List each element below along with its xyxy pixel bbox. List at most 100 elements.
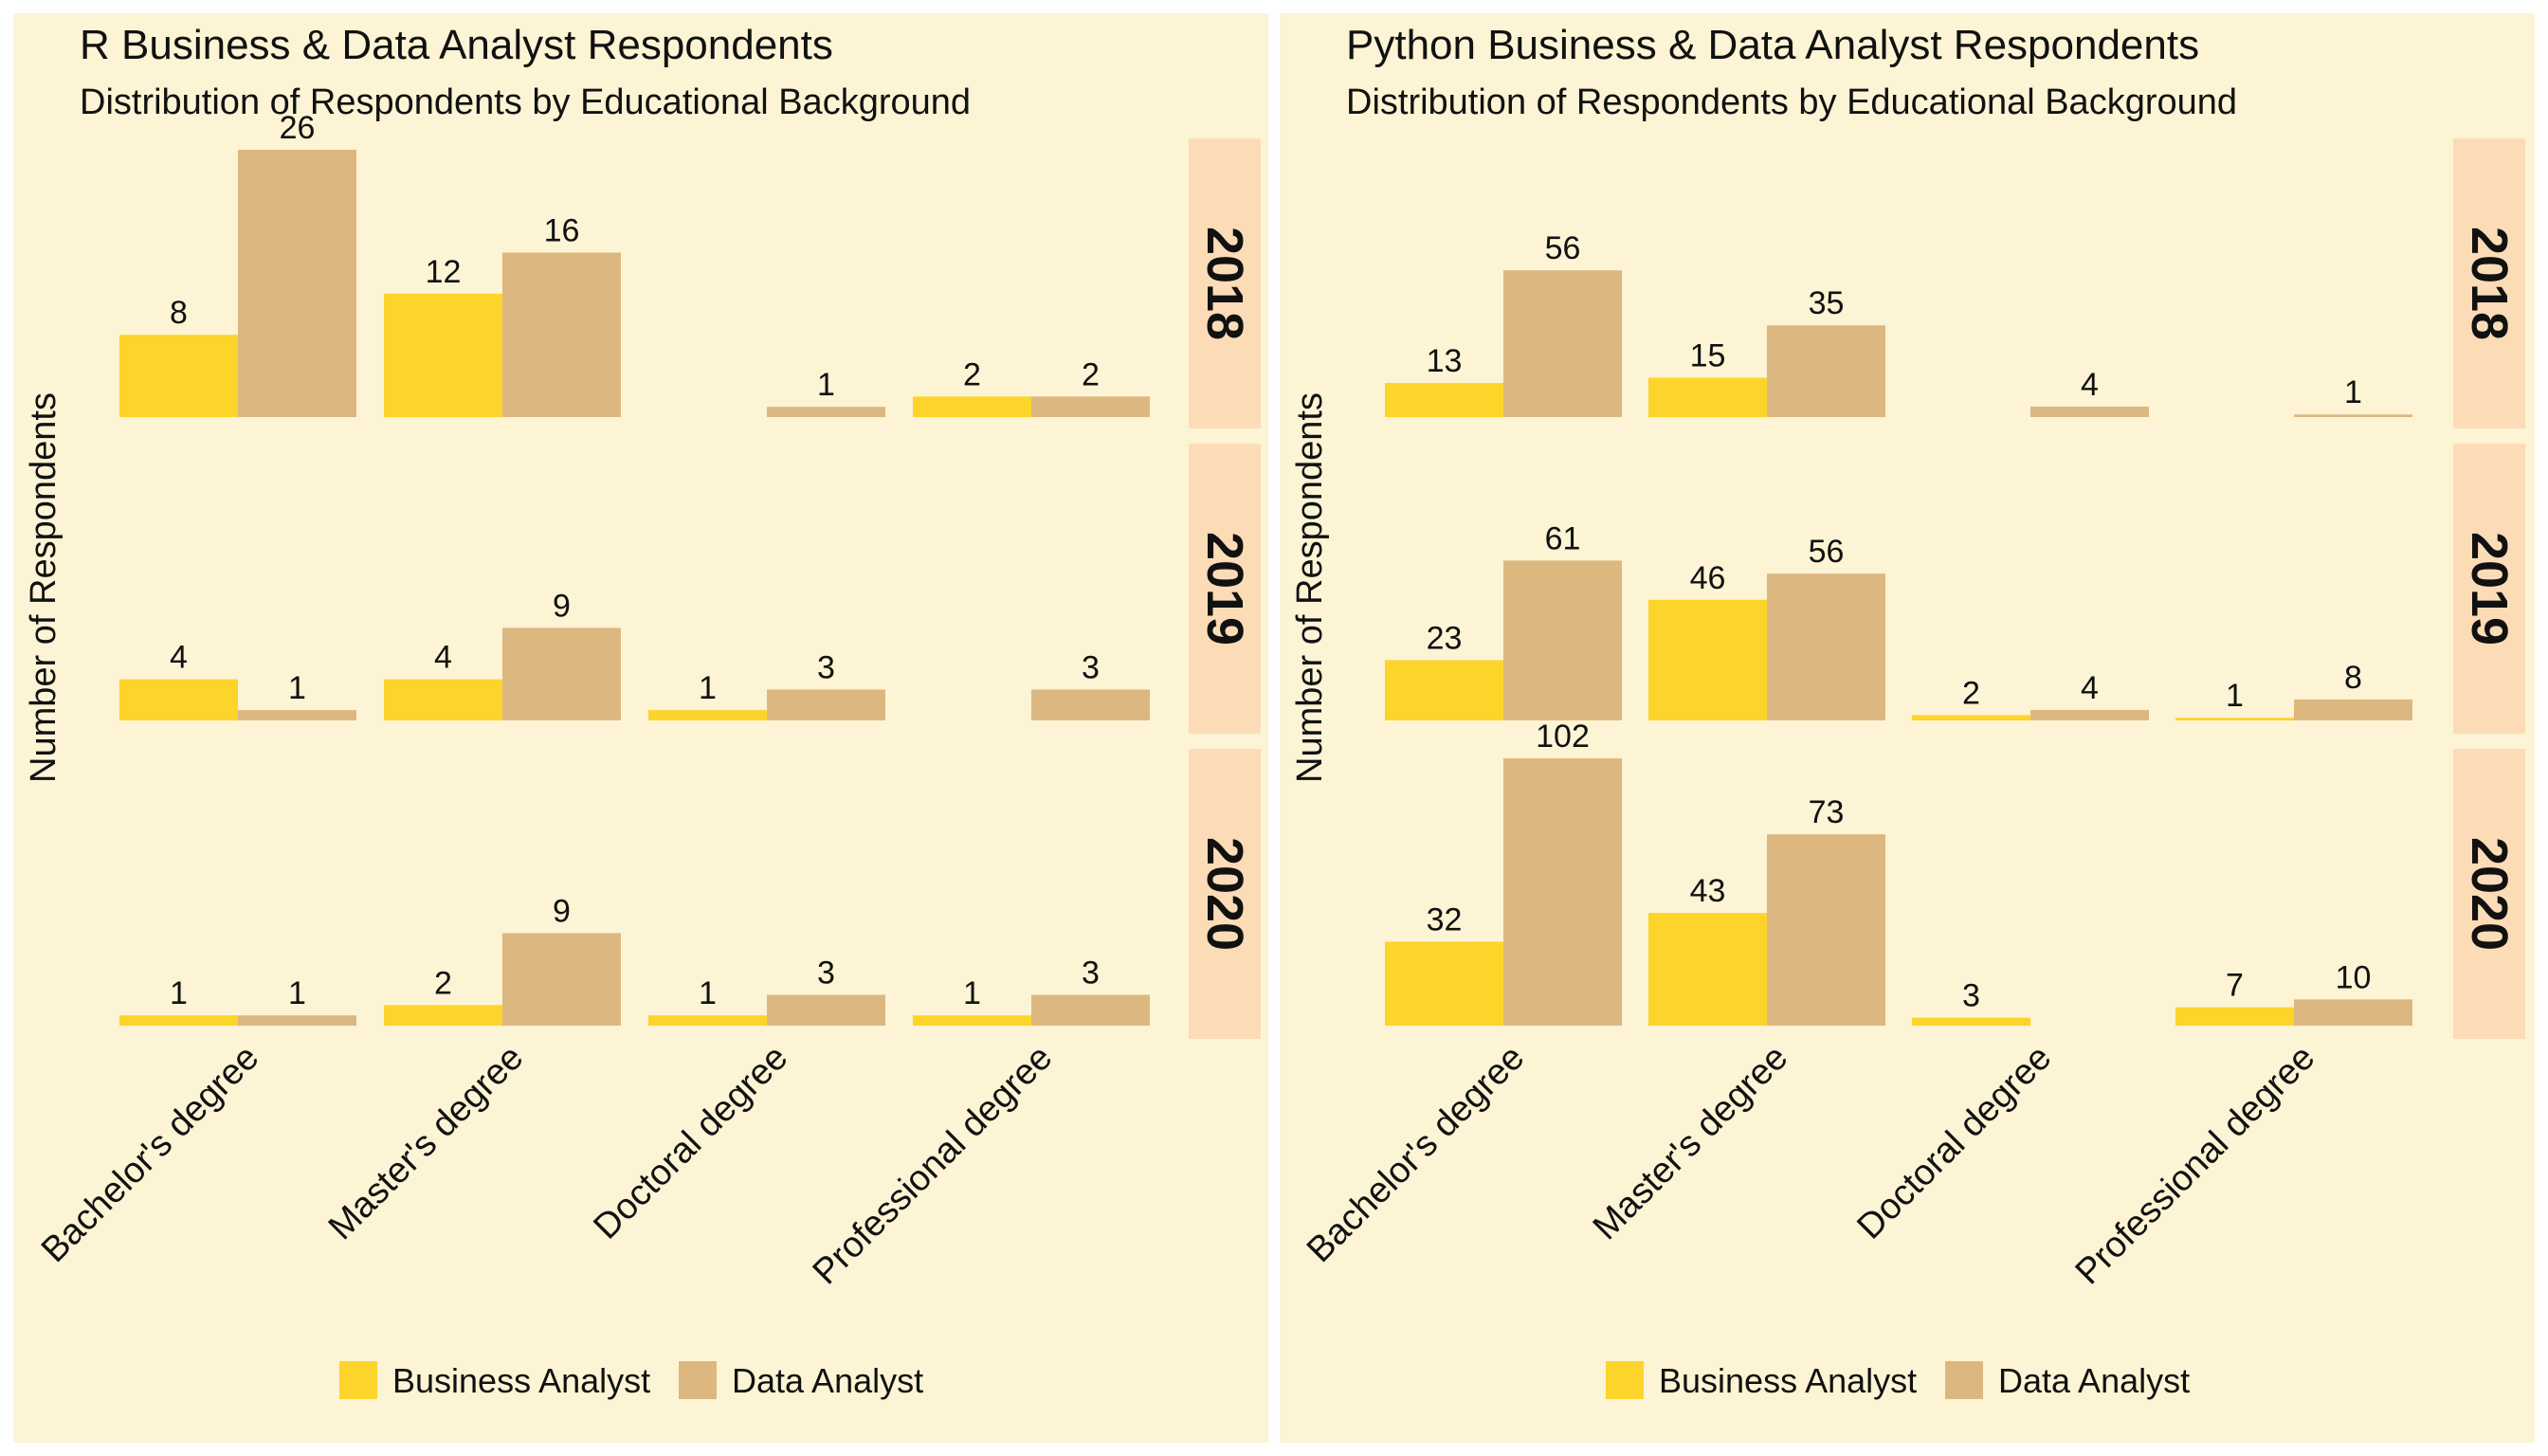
data-label-2018-professional-degree-data-analyst: 2 — [1082, 356, 1100, 392]
data-label-2019-bachelor-s-degree-business-analyst: 23 — [1427, 620, 1463, 656]
bar-2018-doctoral-degree-data-analyst — [767, 407, 885, 417]
bar-2020-professional-degree-business-analyst — [913, 1015, 1031, 1026]
facet-strip-2019 — [1189, 444, 1261, 734]
data-label-2020-bachelor-s-degree-business-analyst: 1 — [170, 975, 188, 1011]
legend-swatch-business-analyst — [1606, 1361, 1644, 1399]
data-label-2019-bachelor-s-degree-data-analyst: 61 — [1545, 520, 1581, 556]
data-label-2020-bachelor-s-degree-data-analyst: 102 — [1536, 719, 1590, 755]
data-label-2020-bachelor-s-degree-data-analyst: 1 — [288, 975, 306, 1011]
data-label-2020-doctoral-degree-business-analyst: 3 — [1962, 978, 1980, 1014]
data-label-2020-professional-degree-business-analyst: 1 — [963, 975, 981, 1011]
data-label-2018-bachelor-s-degree-business-analyst: 8 — [170, 295, 188, 331]
data-label-2020-doctoral-degree-data-analyst: 3 — [817, 955, 835, 991]
python-chart: Python Business & Data Analyst Responden… — [1290, 22, 2525, 1400]
data-label-2019-professional-degree-data-analyst: 8 — [2344, 660, 2362, 696]
bar-2019-doctoral-degree-data-analyst — [767, 689, 885, 720]
data-label-2018-professional-degree-data-analyst: 1 — [2344, 374, 2362, 410]
bar-2020-doctoral-degree-business-analyst — [648, 1015, 767, 1026]
bar-2018-bachelor-s-degree-business-analyst — [1385, 383, 1503, 417]
bar-2020-master-s-degree-business-analyst — [1648, 913, 1767, 1026]
python-chart-panel — [1280, 13, 2535, 1443]
bar-2019-bachelor-s-degree-data-analyst — [1503, 560, 1622, 720]
data-label-2020-professional-degree-data-analyst: 10 — [2336, 959, 2372, 995]
facet-label-2020: 2020 — [1196, 837, 1253, 951]
data-label-2018-bachelor-s-degree-business-analyst: 13 — [1427, 343, 1463, 379]
data-label-2019-doctoral-degree-data-analyst: 3 — [817, 649, 835, 685]
bar-2020-bachelor-s-degree-business-analyst — [119, 1015, 238, 1026]
bar-2019-doctoral-degree-business-analyst — [1912, 715, 2030, 720]
bar-2020-professional-degree-data-analyst — [2294, 999, 2412, 1026]
r-chart-panel — [13, 13, 1268, 1443]
bar-2019-doctoral-degree-business-analyst — [648, 710, 767, 720]
bar-2019-doctoral-degree-data-analyst — [2030, 709, 2149, 720]
bar-2018-professional-degree-business-analyst — [913, 396, 1031, 417]
x-tick-label-master-s-degree: Master's degree — [321, 1038, 532, 1248]
data-label-2018-bachelor-s-degree-data-analyst: 26 — [280, 110, 316, 146]
bar-2020-master-s-degree-business-analyst — [384, 1005, 502, 1026]
facet-label-2019: 2019 — [1196, 532, 1253, 646]
data-label-2019-master-s-degree-business-analyst: 46 — [1690, 560, 1726, 596]
x-tick-label-doctoral-degree: Doctoral degree — [586, 1038, 795, 1247]
bar-2019-professional-degree-business-analyst — [2175, 718, 2294, 720]
data-label-2018-master-s-degree-data-analyst: 16 — [544, 212, 580, 248]
bar-2020-bachelor-s-degree-data-analyst — [1503, 758, 1622, 1026]
bar-2020-doctoral-degree-data-analyst — [767, 994, 885, 1026]
x-tick-label-doctoral-degree: Doctoral degree — [1849, 1038, 2059, 1247]
facet-label-2018: 2018 — [2461, 227, 2518, 340]
facet-label-2020: 2020 — [2461, 837, 2518, 951]
bar-2019-professional-degree-data-analyst — [2294, 699, 2412, 720]
bar-2018-doctoral-degree-data-analyst — [2030, 406, 2149, 417]
x-tick-label-bachelor-s-degree: Bachelor's degree — [1300, 1038, 1532, 1270]
x-tick-label-bachelor-s-degree: Bachelor's degree — [34, 1038, 266, 1270]
data-label-2020-professional-degree-data-analyst: 3 — [1082, 955, 1100, 991]
chart-title: Python Business & Data Analyst Responden… — [1346, 22, 2199, 68]
data-label-2018-master-s-degree-data-analyst: 35 — [1809, 285, 1845, 321]
data-label-2020-bachelor-s-degree-business-analyst: 32 — [1427, 902, 1463, 938]
data-label-2019-doctoral-degree-business-analyst: 1 — [699, 670, 717, 706]
bar-2018-bachelor-s-degree-data-analyst — [238, 150, 356, 417]
facet-strip-2019 — [2453, 444, 2525, 734]
x-tick-label-professional-degree: Professional degree — [806, 1038, 1061, 1293]
data-label-2020-master-s-degree-business-analyst: 43 — [1690, 873, 1726, 909]
facet-strip-2018 — [1189, 138, 1261, 428]
bar-2018-master-s-degree-business-analyst — [1648, 377, 1767, 417]
facet-label-2018: 2018 — [1196, 227, 1253, 340]
bar-2020-professional-degree-data-analyst — [1031, 994, 1150, 1026]
legend-label-data-analyst: Data Analyst — [1998, 1361, 2190, 1400]
facet-label-2019: 2019 — [2461, 532, 2518, 646]
bar-2019-master-s-degree-business-analyst — [1648, 599, 1767, 720]
data-label-2020-master-s-degree-business-analyst: 2 — [434, 965, 452, 1001]
chart-title: R Business & Data Analyst Respondents — [80, 22, 833, 68]
data-label-2019-master-s-degree-data-analyst: 56 — [1809, 534, 1845, 570]
bar-2018-bachelor-s-degree-data-analyst — [1503, 270, 1622, 417]
bar-2020-doctoral-degree-business-analyst — [1912, 1017, 2030, 1026]
facet-strip-2018 — [2453, 138, 2525, 428]
bar-2019-master-s-degree-data-analyst — [502, 628, 621, 720]
bar-2018-master-s-degree-business-analyst — [384, 293, 502, 417]
data-label-2020-master-s-degree-data-analyst: 9 — [553, 893, 571, 929]
data-label-2018-master-s-degree-business-analyst: 15 — [1690, 338, 1726, 374]
legend-swatch-data-analyst — [1945, 1361, 1983, 1399]
bar-2018-master-s-degree-data-analyst — [502, 252, 621, 417]
y-axis-label: Number of Respondents — [24, 392, 64, 783]
legend-label-business-analyst: Business Analyst — [392, 1361, 650, 1400]
bar-2020-master-s-degree-data-analyst — [1767, 834, 1885, 1026]
data-label-2019-professional-degree-data-analyst: 3 — [1082, 649, 1100, 685]
bar-2020-bachelor-s-degree-business-analyst — [1385, 941, 1503, 1026]
bar-2019-bachelor-s-degree-business-analyst — [119, 679, 238, 720]
facet-strip-2020 — [2453, 749, 2525, 1039]
legend-label-data-analyst: Data Analyst — [732, 1361, 923, 1400]
data-label-2020-master-s-degree-data-analyst: 73 — [1809, 794, 1845, 830]
data-label-2020-professional-degree-business-analyst: 7 — [2226, 968, 2244, 1004]
bar-2018-professional-degree-data-analyst — [2294, 414, 2412, 417]
bar-2019-bachelor-s-degree-data-analyst — [238, 710, 356, 720]
chart-subtitle: Distribution of Respondents by Education… — [80, 82, 971, 122]
legend-swatch-data-analyst — [679, 1361, 717, 1399]
bar-2018-master-s-degree-data-analyst — [1767, 325, 1885, 417]
bar-2018-professional-degree-data-analyst — [1031, 396, 1150, 417]
bar-2020-bachelor-s-degree-data-analyst — [238, 1015, 356, 1026]
bar-2019-bachelor-s-degree-business-analyst — [1385, 660, 1503, 720]
x-tick-label-master-s-degree: Master's degree — [1586, 1038, 1796, 1248]
